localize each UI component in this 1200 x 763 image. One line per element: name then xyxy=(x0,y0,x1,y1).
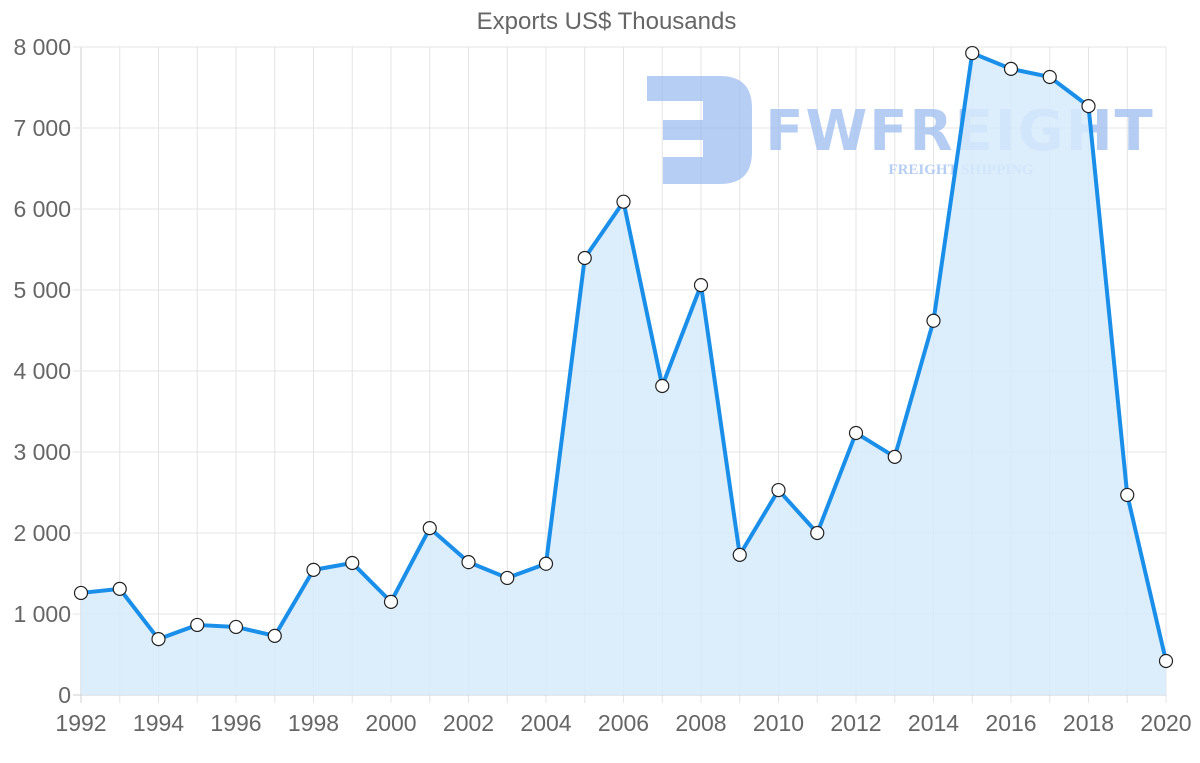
y-tick-label: 5 000 xyxy=(13,277,71,303)
x-axis-ticks: 1992 1994 1996 1998 2000 2002 2004 2006 2008 2010… xyxy=(55,710,1191,736)
y-tick-label: 2 000 xyxy=(13,520,71,546)
data-point-2001[interactable] xyxy=(422,521,437,536)
data-point-2013[interactable] xyxy=(887,449,902,464)
data-point-2011[interactable] xyxy=(810,525,825,541)
data-point-1998[interactable] xyxy=(306,562,321,577)
data-point-2007[interactable] xyxy=(655,378,670,394)
x-tick-label: 2020 xyxy=(1140,710,1191,736)
data-point-2020[interactable] xyxy=(1158,653,1174,669)
data-point-2009[interactable] xyxy=(732,547,747,562)
data-point-2017[interactable] xyxy=(1042,69,1057,85)
chart-title: Exports US$ Thousands xyxy=(476,8,737,35)
data-point-2016[interactable] xyxy=(1003,61,1019,76)
data-point-1997[interactable] xyxy=(267,628,282,643)
fwfreight-logo-icon xyxy=(647,76,752,184)
data-point-1993[interactable] xyxy=(112,581,127,596)
y-tick-label: 3 000 xyxy=(13,439,71,465)
x-tick-label: 2014 xyxy=(908,710,959,736)
x-tick-label: 2012 xyxy=(830,710,881,736)
data-point-2003[interactable] xyxy=(500,570,515,586)
data-point-2008[interactable] xyxy=(693,278,709,293)
data-point-1992[interactable] xyxy=(73,585,89,601)
data-point-2004[interactable] xyxy=(538,556,554,571)
y-tick-label: 1 000 xyxy=(13,601,71,627)
y-tick-label: 4 000 xyxy=(13,358,71,384)
x-tick-label: 2006 xyxy=(598,710,649,736)
data-point-2005[interactable] xyxy=(577,250,592,266)
x-tick-label: 2002 xyxy=(443,710,494,736)
data-point-1994[interactable] xyxy=(151,632,166,647)
data-point-1995[interactable] xyxy=(190,617,205,633)
data-point-2014[interactable] xyxy=(926,313,941,328)
area-fill xyxy=(81,53,1166,695)
x-tick-label: 2000 xyxy=(365,710,416,736)
y-tick-label: 7 000 xyxy=(13,115,71,141)
data-point-2012[interactable] xyxy=(848,425,864,441)
x-tick-label: 1994 xyxy=(133,710,184,736)
y-tick-label: 8 000 xyxy=(13,34,71,60)
data-point-2000[interactable] xyxy=(383,594,399,609)
data-points xyxy=(73,45,1174,669)
y-axis-ticks: 0 1 000 2 000 3 000 4 000 5 000 6 000 7 000 8 00… xyxy=(13,34,71,708)
x-tick-label: 2018 xyxy=(1063,710,1114,736)
y-tick-label: 6 000 xyxy=(13,196,71,222)
data-point-1996[interactable] xyxy=(228,619,244,635)
data-point-2002[interactable] xyxy=(461,555,476,570)
x-tick-label: 2010 xyxy=(753,710,804,736)
x-tick-label: 1992 xyxy=(55,710,106,736)
x-tick-label: 2008 xyxy=(675,710,726,736)
x-tick-label: 1998 xyxy=(288,710,339,736)
data-point-2019[interactable] xyxy=(1120,487,1135,503)
x-tick-label: 1996 xyxy=(210,710,261,736)
data-point-2015[interactable] xyxy=(965,45,980,61)
x-tick-label: 2004 xyxy=(520,710,571,736)
data-point-2006[interactable] xyxy=(616,194,631,209)
data-point-2018[interactable] xyxy=(1081,99,1096,114)
y-tick-label: 0 xyxy=(58,682,71,708)
data-point-2010[interactable] xyxy=(771,482,786,498)
data-point-1999[interactable] xyxy=(345,555,360,571)
x-tick-label: 2016 xyxy=(985,710,1036,736)
